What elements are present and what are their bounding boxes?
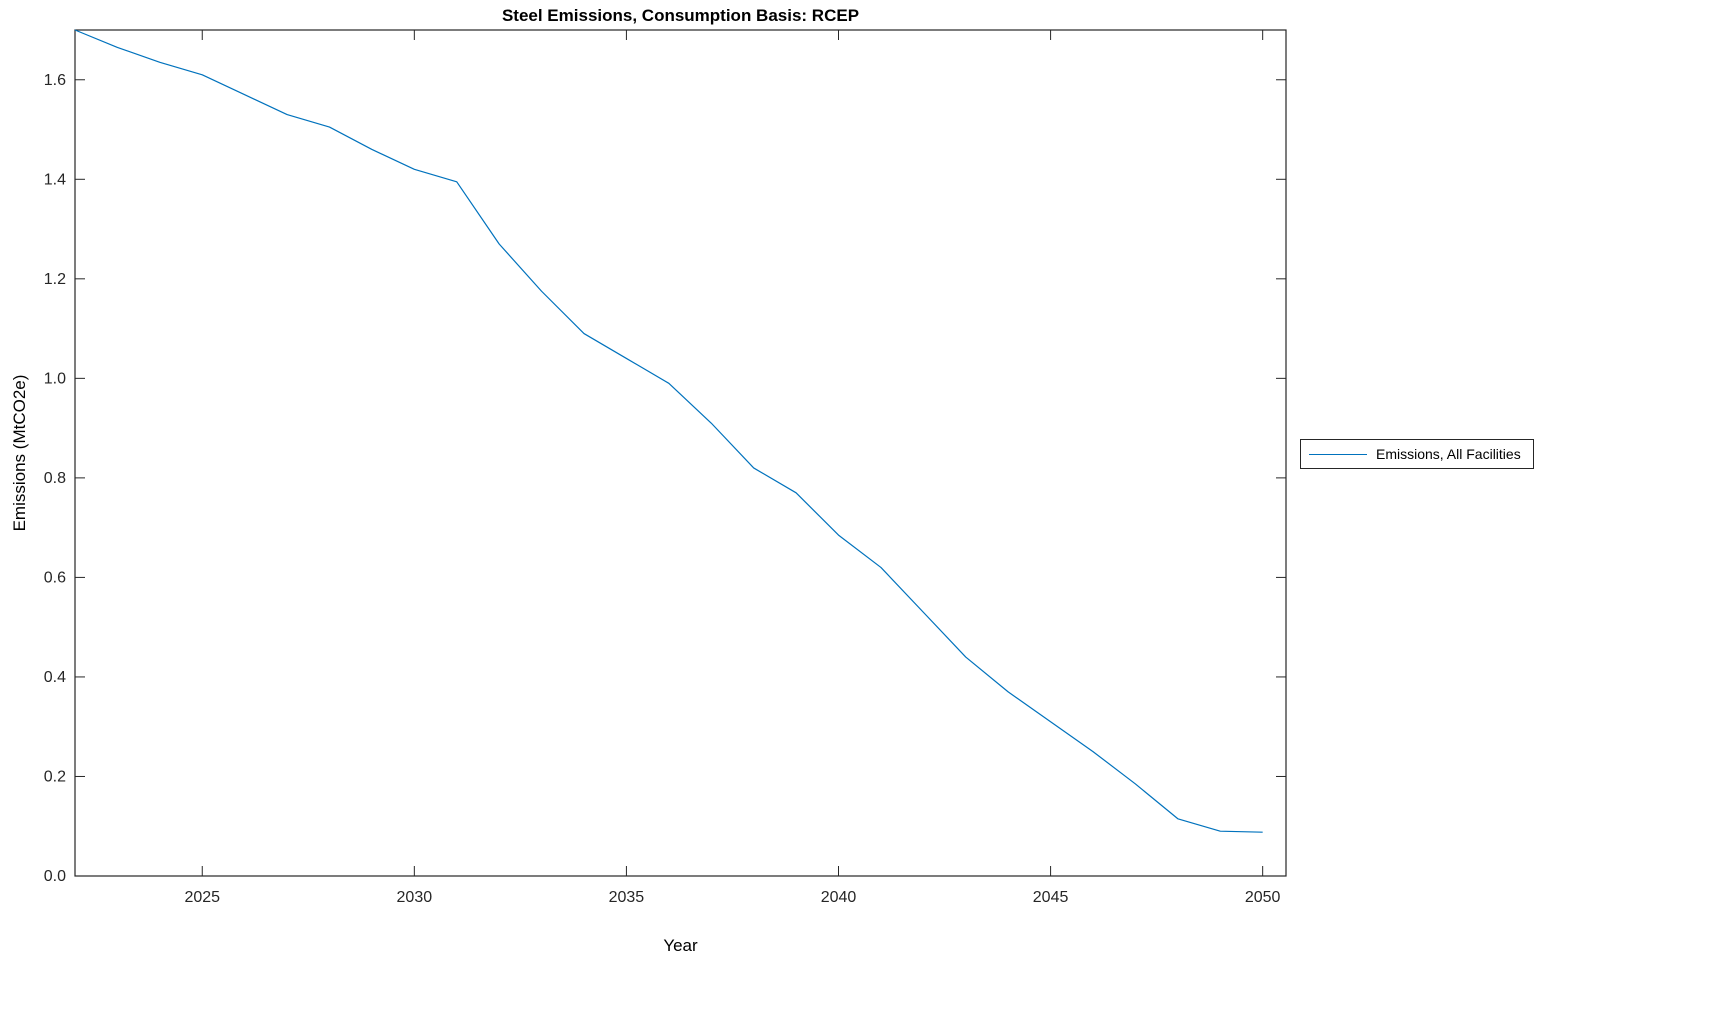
y-tick-label: 0.2 [44,768,66,785]
x-tick-label: 2030 [397,889,433,906]
y-tick-label: 0.4 [44,669,66,686]
series-line [74,29,1263,833]
y-tick-label: 0.8 [44,470,66,487]
plot-box [74,29,1287,877]
x-tick-label: 2025 [184,889,220,906]
y-tick-label: 0.0 [44,868,66,885]
chart-title: Steel Emissions, Consumption Basis: RCEP [501,6,860,25]
x-tick-label: 2045 [1033,889,1069,906]
y-tick-label: 1.4 [44,171,66,188]
y-tick-label: 1.6 [44,72,66,89]
y-tick-label: 1.0 [44,370,66,387]
legend: Emissions, All Facilities [1300,439,1534,469]
x-tick-label: 2040 [821,889,857,906]
y-tick-label: 1.2 [44,271,66,288]
y-tick-label: 0.6 [44,569,66,586]
x-tick-label: 2035 [609,889,645,906]
x-tick-label: 2050 [1245,889,1281,906]
legend-line-sample-icon [1309,453,1367,455]
legend-entry-label: Emissions, All Facilities [1376,446,1521,462]
x-axis-label: Year [663,936,698,955]
